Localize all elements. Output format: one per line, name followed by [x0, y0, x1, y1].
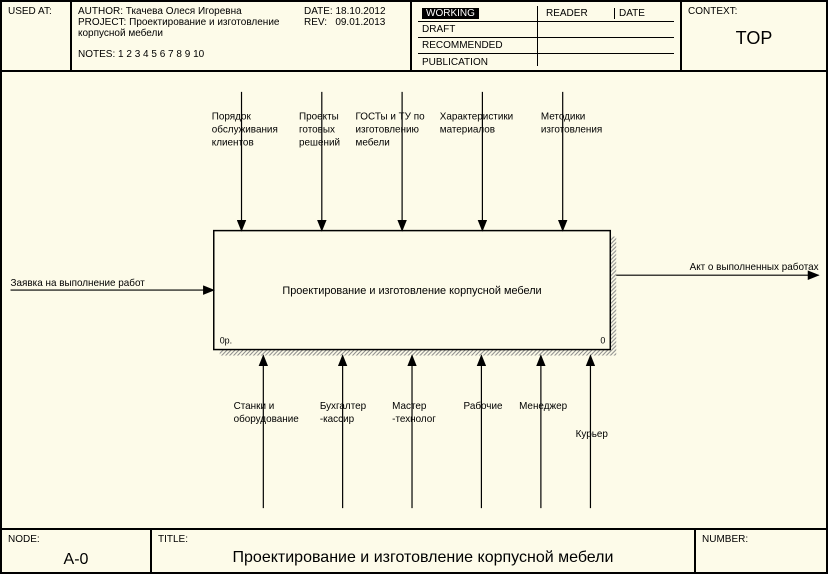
- usedat-cell: USED AT:: [2, 2, 72, 70]
- control-label: Характеристики: [440, 112, 513, 123]
- mechanism-label: -технолог: [392, 414, 436, 425]
- mechanism-label: Мастер: [392, 401, 427, 412]
- control-label: клиентов: [212, 137, 254, 148]
- box-right-tag: 0: [600, 336, 605, 346]
- project-label: PROJECT:: [78, 17, 126, 28]
- publication-label: PUBLICATION: [418, 54, 537, 70]
- number-label: NUMBER:: [702, 534, 748, 545]
- status-right: READER DATE: [538, 6, 674, 66]
- node-label: NODE:: [8, 534, 40, 545]
- diagram-svg: Проектирование и изготовление корпусной …: [2, 72, 826, 528]
- number-cell: NUMBER:: [696, 530, 826, 572]
- date-label: DATE:: [304, 6, 333, 17]
- box-left-tag: 0р.: [220, 336, 232, 346]
- status-cell: WORKING DRAFT RECOMMENDED PUBLICATION RE…: [412, 2, 682, 70]
- usedat-label: USED AT:: [8, 6, 52, 17]
- mechanism-label: Станки и: [234, 401, 275, 412]
- rev-label: REV:: [304, 17, 327, 28]
- status-left: WORKING DRAFT RECOMMENDED PUBLICATION: [418, 6, 538, 66]
- control-label: ГОСТы и ТУ по: [356, 112, 426, 123]
- input-label: Заявка на выполнение работ: [11, 278, 146, 289]
- control-label: изготовления: [541, 124, 602, 135]
- diagram-area: Проектирование и изготовление корпусной …: [2, 72, 826, 528]
- mechanism-label: Бухгалтер: [320, 401, 367, 412]
- mechanism-label: Менеджер: [519, 401, 568, 412]
- control-label: обслуживания: [212, 124, 278, 135]
- recommended-label: RECOMMENDED: [418, 38, 537, 54]
- footer: NODE: A-0 TITLE: Проектирование и изгото…: [2, 528, 826, 572]
- idef0-page: USED AT: AUTHOR: Ткачева Олеся Игоревна …: [0, 0, 828, 574]
- node-cell: NODE: A-0: [2, 530, 152, 572]
- mechanism-label: Рабочие: [464, 401, 503, 412]
- control-label: готовых: [299, 124, 335, 135]
- draft-label: DRAFT: [418, 22, 537, 38]
- author-cell: AUTHOR: Ткачева Олеся Игоревна DATE: 18.…: [72, 2, 412, 70]
- mechanism-label: Курьер: [576, 429, 609, 440]
- context-value: TOP: [688, 28, 820, 49]
- notes-label: NOTES:: [78, 49, 115, 60]
- control-label: Методики: [541, 112, 585, 123]
- control-label: изготовлению: [356, 124, 420, 135]
- control-label: Порядок: [212, 112, 252, 123]
- context-cell: CONTEXT: TOP: [682, 2, 826, 70]
- date-value: 18.10.2012: [336, 6, 386, 17]
- title-value: Проектирование и изготовление корпусной …: [158, 549, 688, 567]
- node-value: A-0: [8, 551, 144, 569]
- title-label: TITLE:: [158, 534, 188, 545]
- author-label: AUTHOR:: [78, 6, 123, 17]
- header: USED AT: AUTHOR: Ткачева Олеся Игоревна …: [2, 2, 826, 72]
- mechanism-label: -кассир: [320, 414, 355, 425]
- process-title: Проектирование и изготовление корпусной …: [282, 285, 541, 297]
- title-cell: TITLE: Проектирование и изготовление кор…: [152, 530, 696, 572]
- rev-value: 09.01.2013: [335, 17, 385, 28]
- notes-value: 1 2 3 4 5 6 7 8 9 10: [118, 49, 204, 60]
- date-small-label: DATE: [615, 8, 670, 19]
- context-label: CONTEXT:: [688, 6, 737, 17]
- output-label: Акт о выполненных работах: [690, 262, 819, 273]
- working-label: WORKING: [422, 8, 479, 19]
- control-label: материалов: [440, 124, 495, 135]
- control-label: Проекты: [299, 112, 339, 123]
- reader-label: READER: [542, 8, 615, 19]
- control-label: мебели: [356, 137, 390, 148]
- author-value: Ткачева Олеся Игоревна: [126, 6, 242, 17]
- control-label: решений: [299, 137, 340, 148]
- mechanism-label: оборудование: [234, 414, 300, 425]
